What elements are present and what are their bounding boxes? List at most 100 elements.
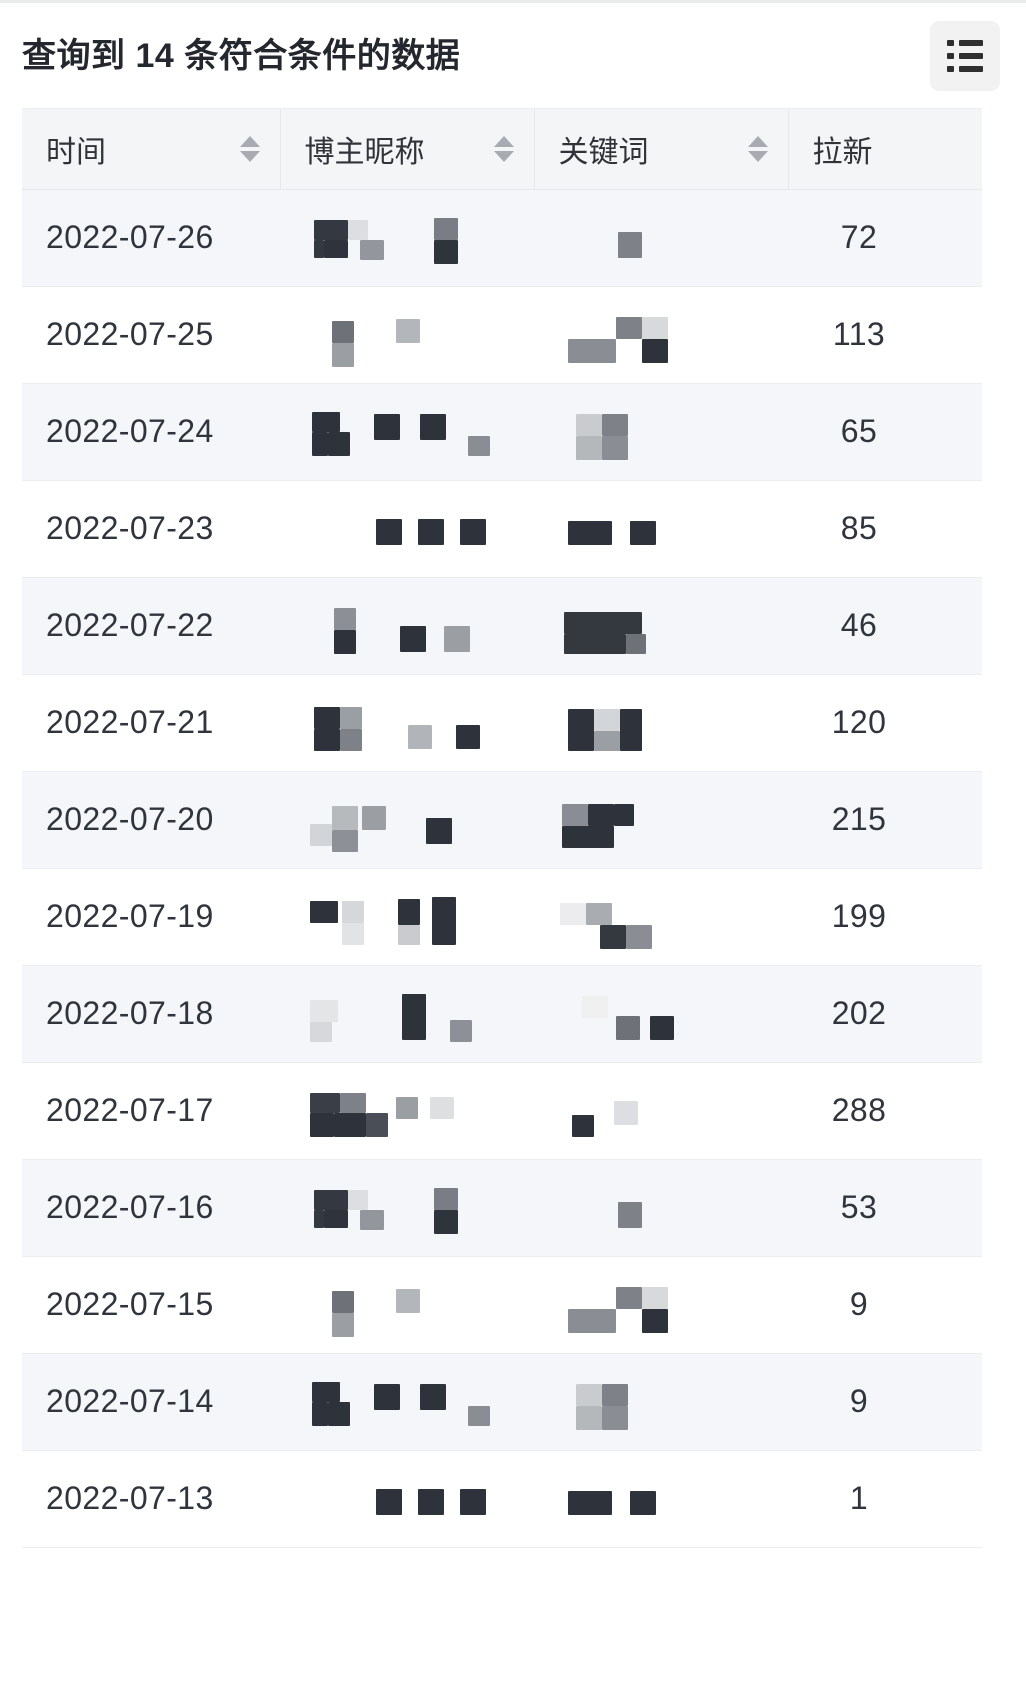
redaction-mosaic bbox=[534, 578, 788, 674]
mosaic-block bbox=[618, 1201, 642, 1228]
mosaic-block bbox=[360, 239, 384, 260]
cell-keyword bbox=[534, 1353, 788, 1451]
sort-icon-keyword[interactable] bbox=[747, 135, 768, 162]
mosaic-block bbox=[314, 219, 348, 240]
redaction-mosaic bbox=[280, 1257, 534, 1353]
mosaic-block bbox=[332, 1312, 354, 1337]
mosaic-block bbox=[334, 1112, 366, 1137]
mosaic-block bbox=[310, 999, 338, 1022]
mosaic-block bbox=[460, 518, 486, 545]
cell-time: 2022-07-22 bbox=[22, 577, 280, 675]
cell-keyword bbox=[534, 1450, 788, 1548]
mosaic-block bbox=[444, 625, 470, 652]
column-header-blogger[interactable]: 博主昵称 bbox=[280, 109, 535, 190]
mosaic-block bbox=[332, 805, 358, 830]
column-label-blogger: 博主昵称 bbox=[304, 135, 425, 169]
cell-keyword bbox=[534, 286, 788, 384]
redaction-mosaic bbox=[280, 675, 534, 771]
redaction-mosaic bbox=[280, 1063, 534, 1159]
column-header-pull[interactable]: 拉新 bbox=[788, 109, 982, 190]
table-row[interactable]: 2022-07-14 9 bbox=[22, 1353, 982, 1451]
cell-keyword bbox=[534, 674, 788, 772]
redaction-mosaic bbox=[534, 1257, 788, 1353]
mosaic-block bbox=[362, 805, 386, 830]
mosaic-block bbox=[588, 803, 614, 826]
results-table: 时间 博主昵称 bbox=[22, 109, 982, 1548]
mosaic-block bbox=[366, 1112, 388, 1137]
mosaic-block bbox=[314, 239, 324, 258]
mosaic-block bbox=[620, 708, 642, 751]
table-row[interactable]: 2022-07-18 202 bbox=[22, 965, 982, 1063]
redaction-mosaic bbox=[280, 772, 534, 868]
cell-blogger bbox=[280, 771, 534, 869]
mosaic-block bbox=[572, 1114, 594, 1137]
mosaic-block bbox=[332, 829, 358, 852]
mosaic-block bbox=[340, 728, 362, 751]
caret-up-icon bbox=[239, 135, 260, 147]
sort-icon-time[interactable] bbox=[239, 135, 260, 162]
cell-pull: 288 bbox=[788, 1062, 982, 1160]
mosaic-block bbox=[614, 1100, 638, 1125]
table-row[interactable]: 2022-07-25 113 bbox=[22, 286, 982, 384]
mosaic-block bbox=[616, 316, 642, 339]
column-header-keyword[interactable]: 关键词 bbox=[534, 109, 789, 190]
mosaic-block bbox=[310, 1021, 332, 1042]
mosaic-block bbox=[434, 239, 458, 264]
cell-pull: 1 bbox=[788, 1450, 982, 1548]
mosaic-block bbox=[310, 823, 332, 846]
table-row[interactable]: 2022-07-15 9 bbox=[22, 1256, 982, 1354]
mosaic-block bbox=[328, 431, 350, 456]
mosaic-block bbox=[562, 803, 588, 826]
table-row[interactable]: 2022-07-19 199 bbox=[22, 868, 982, 966]
mosaic-block bbox=[312, 431, 328, 456]
table-row[interactable]: 2022-07-13 1 bbox=[22, 1450, 982, 1548]
table-row[interactable]: 2022-07-17 288 bbox=[22, 1062, 982, 1160]
cell-time: 2022-07-15 bbox=[22, 1256, 280, 1354]
redaction-mosaic bbox=[534, 1354, 788, 1450]
redaction-mosaic bbox=[280, 869, 534, 965]
mosaic-block bbox=[650, 1015, 674, 1040]
mosaic-block bbox=[434, 1209, 458, 1234]
table-row[interactable]: 2022-07-26 72 bbox=[22, 189, 982, 287]
table-row[interactable]: 2022-07-24 65 bbox=[22, 383, 982, 481]
mosaic-block bbox=[310, 1092, 340, 1113]
column-label-keyword: 关键词 bbox=[558, 135, 649, 169]
redaction-mosaic bbox=[280, 1354, 534, 1450]
cell-pull: 202 bbox=[788, 965, 982, 1063]
cell-time: 2022-07-24 bbox=[22, 383, 280, 481]
caret-up-icon bbox=[493, 135, 514, 147]
cell-blogger bbox=[280, 480, 534, 578]
table-row[interactable]: 2022-07-22 46 bbox=[22, 577, 982, 675]
table-row[interactable]: 2022-07-16 53 bbox=[22, 1159, 982, 1257]
mosaic-block bbox=[616, 1286, 642, 1309]
cell-time: 2022-07-20 bbox=[22, 771, 280, 869]
mosaic-block bbox=[586, 902, 612, 925]
cell-time: 2022-07-25 bbox=[22, 286, 280, 384]
mosaic-block bbox=[312, 1381, 340, 1402]
cell-keyword bbox=[534, 965, 788, 1063]
table-row[interactable]: 2022-07-21 120 bbox=[22, 674, 982, 772]
mosaic-block bbox=[342, 900, 364, 923]
mosaic-block bbox=[460, 1488, 486, 1515]
cell-keyword bbox=[534, 771, 788, 869]
redaction-mosaic bbox=[280, 966, 534, 1062]
cell-pull: 72 bbox=[788, 189, 982, 287]
table-row[interactable]: 2022-07-23 85 bbox=[22, 480, 982, 578]
mosaic-block bbox=[400, 625, 426, 652]
table-row[interactable]: 2022-07-20 215 bbox=[22, 771, 982, 869]
mosaic-block bbox=[360, 1209, 384, 1230]
mosaic-block bbox=[568, 1308, 616, 1333]
view-toggle-button[interactable] bbox=[930, 20, 1000, 91]
mosaic-block bbox=[576, 435, 602, 460]
column-header-time[interactable]: 时间 bbox=[22, 109, 281, 190]
mosaic-block bbox=[398, 898, 420, 925]
cell-pull: 113 bbox=[788, 286, 982, 384]
mosaic-block bbox=[374, 1383, 400, 1410]
mosaic-block bbox=[314, 1189, 348, 1210]
mosaic-block bbox=[332, 1290, 354, 1313]
mosaic-block bbox=[564, 633, 626, 654]
table-body: 2022-07-26 72 2022-07-25 113 2022-07-24 65 202… bbox=[22, 189, 982, 1548]
sort-icon-blogger[interactable] bbox=[493, 135, 514, 162]
cell-time: 2022-07-16 bbox=[22, 1159, 280, 1257]
cell-keyword bbox=[534, 383, 788, 481]
